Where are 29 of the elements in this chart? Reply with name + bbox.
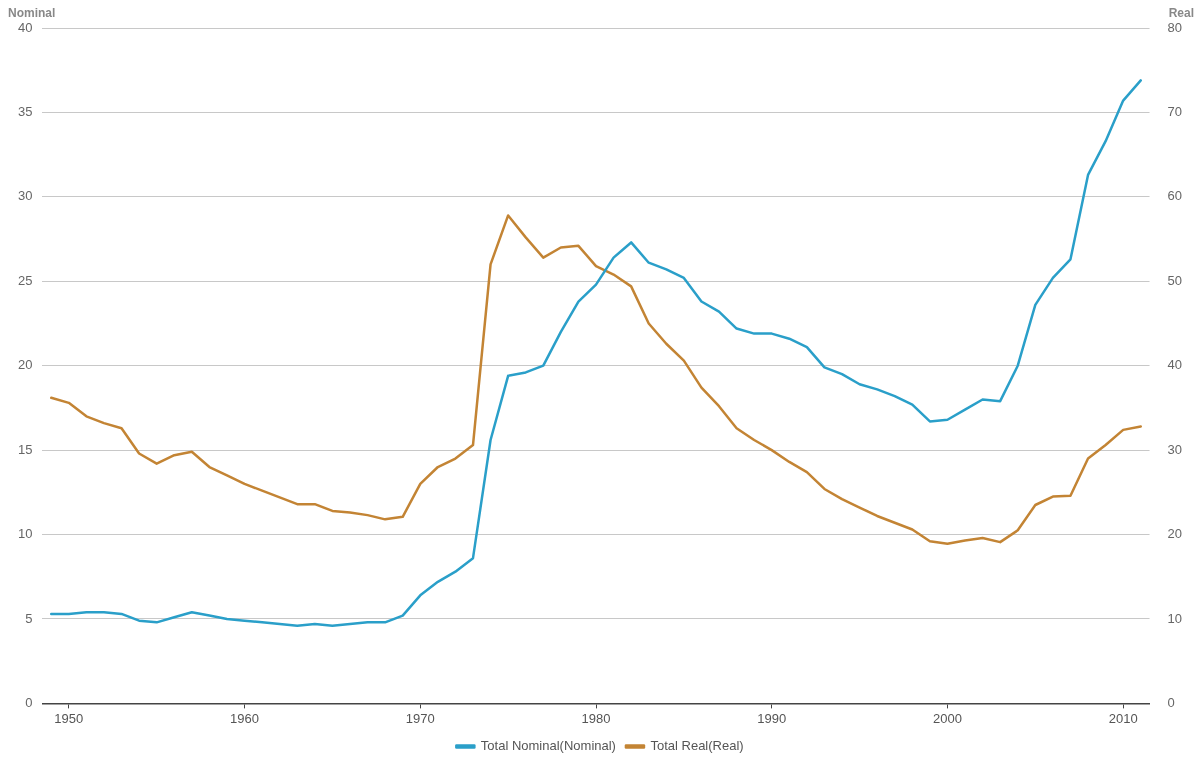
x-tick-label: 1960 <box>230 710 260 726</box>
y-axis-title: Nominal <box>8 6 56 21</box>
y2-axis-title: Real <box>1168 6 1194 21</box>
y2-tick-label: 40 <box>1167 357 1183 373</box>
y2-tick-label: 70 <box>1167 104 1183 119</box>
y-tick-label: 20 <box>17 357 33 373</box>
y-tick-label: 30 <box>17 188 33 204</box>
y2-tick-label: 10 <box>1167 610 1183 626</box>
x-tick-label: 2010 <box>1108 710 1138 726</box>
y2-tick-label: 20 <box>1167 526 1183 542</box>
x-tick-label: 1980 <box>581 710 611 726</box>
x-tick-label: 1950 <box>54 710 84 726</box>
y2-tick-label: 0 <box>1167 694 1175 710</box>
y-tick-label: 15 <box>17 441 33 457</box>
y-tick-label: 5 <box>25 610 33 626</box>
x-tick-label: 2000 <box>932 710 962 726</box>
x-tick-label: 1970 <box>405 710 435 726</box>
y2-tick-label: 30 <box>1167 441 1183 457</box>
x-tick-label: 1990 <box>757 710 787 726</box>
legend-label: Total Real(Real) <box>650 738 744 754</box>
y-tick-label: 40 <box>17 19 33 35</box>
y2-tick-label: 50 <box>1167 272 1183 288</box>
y-tick-label: 25 <box>17 272 33 288</box>
y-tick-label: 10 <box>17 526 33 542</box>
legend-label: Total Nominal(Nominal) <box>480 738 616 754</box>
y2-tick-label: 60 <box>1167 188 1183 204</box>
y-tick-label: 0 <box>25 694 33 710</box>
y-tick-label: 35 <box>17 104 33 119</box>
y2-tick-label: 80 <box>1167 19 1183 35</box>
